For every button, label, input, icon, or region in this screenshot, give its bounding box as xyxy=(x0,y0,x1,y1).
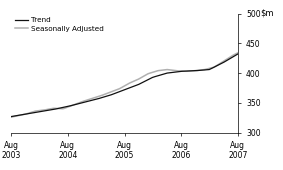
Y-axis label: $m: $m xyxy=(260,9,274,18)
Legend: Trend, Seasonally Adjusted: Trend, Seasonally Adjusted xyxy=(15,17,104,32)
